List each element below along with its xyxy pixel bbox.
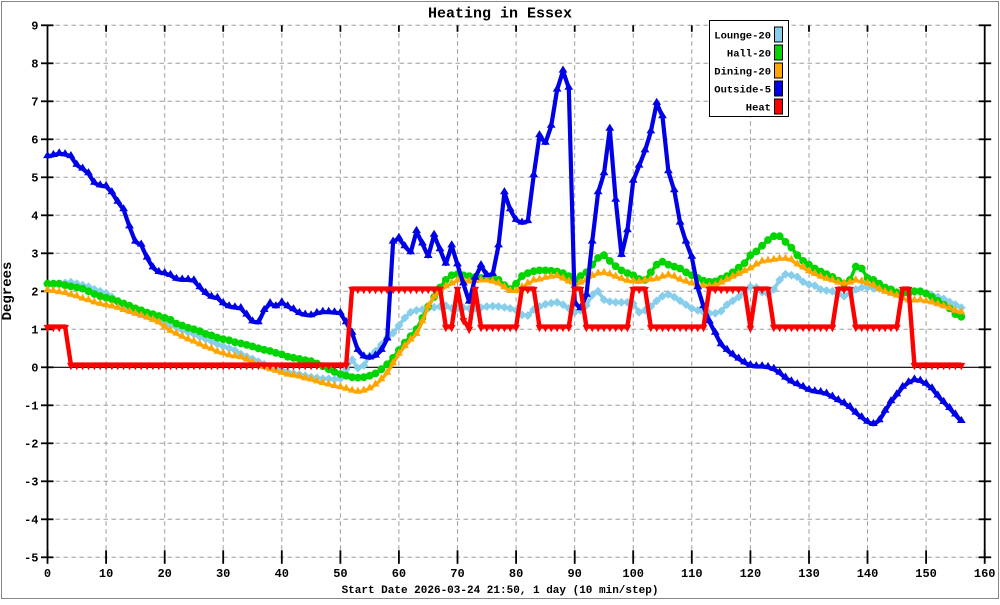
svg-text:40: 40	[275, 567, 289, 581]
svg-text:160: 160	[974, 567, 996, 581]
svg-text:3: 3	[31, 247, 38, 261]
svg-text:-3: -3	[24, 475, 38, 489]
svg-text:0: 0	[31, 361, 38, 375]
svg-text:110: 110	[681, 567, 703, 581]
svg-text:-5: -5	[24, 551, 38, 565]
svg-text:1: 1	[31, 323, 38, 337]
svg-text:20: 20	[157, 567, 171, 581]
svg-text:90: 90	[567, 567, 581, 581]
svg-text:5: 5	[31, 171, 38, 185]
svg-text:70: 70	[450, 567, 464, 581]
svg-text:30: 30	[216, 567, 230, 581]
svg-text:7: 7	[31, 95, 38, 109]
svg-text:0: 0	[44, 567, 51, 581]
svg-text:140: 140	[857, 567, 879, 581]
svg-text:8: 8	[31, 57, 38, 71]
svg-text:-1: -1	[24, 399, 38, 413]
svg-text:2: 2	[31, 285, 38, 299]
svg-text:9: 9	[31, 19, 38, 33]
svg-text:50: 50	[333, 567, 347, 581]
svg-text:-2: -2	[24, 437, 38, 451]
svg-text:6: 6	[31, 133, 38, 147]
svg-text:Lounge-20: Lounge-20	[714, 31, 771, 43]
svg-text:Heating in Essex: Heating in Essex	[428, 6, 572, 23]
svg-text:Outside-5: Outside-5	[714, 85, 771, 97]
svg-text:150: 150	[915, 567, 937, 581]
svg-text:120: 120	[740, 567, 762, 581]
svg-text:10: 10	[99, 567, 113, 581]
svg-text:Dining-20: Dining-20	[714, 67, 771, 79]
svg-text:Hall-20: Hall-20	[727, 49, 771, 61]
svg-text:60: 60	[392, 567, 406, 581]
svg-text:Degrees: Degrees	[0, 262, 16, 321]
svg-text:-4: -4	[24, 513, 38, 527]
svg-text:Heat: Heat	[746, 103, 771, 115]
svg-text:100: 100	[622, 567, 644, 581]
svg-text:Start Date 2026-03-24 21:50, 1: Start Date 2026-03-24 21:50, 1 day (10 m…	[342, 585, 659, 597]
svg-text:4: 4	[31, 209, 38, 223]
svg-text:80: 80	[509, 567, 523, 581]
svg-text:130: 130	[798, 567, 820, 581]
